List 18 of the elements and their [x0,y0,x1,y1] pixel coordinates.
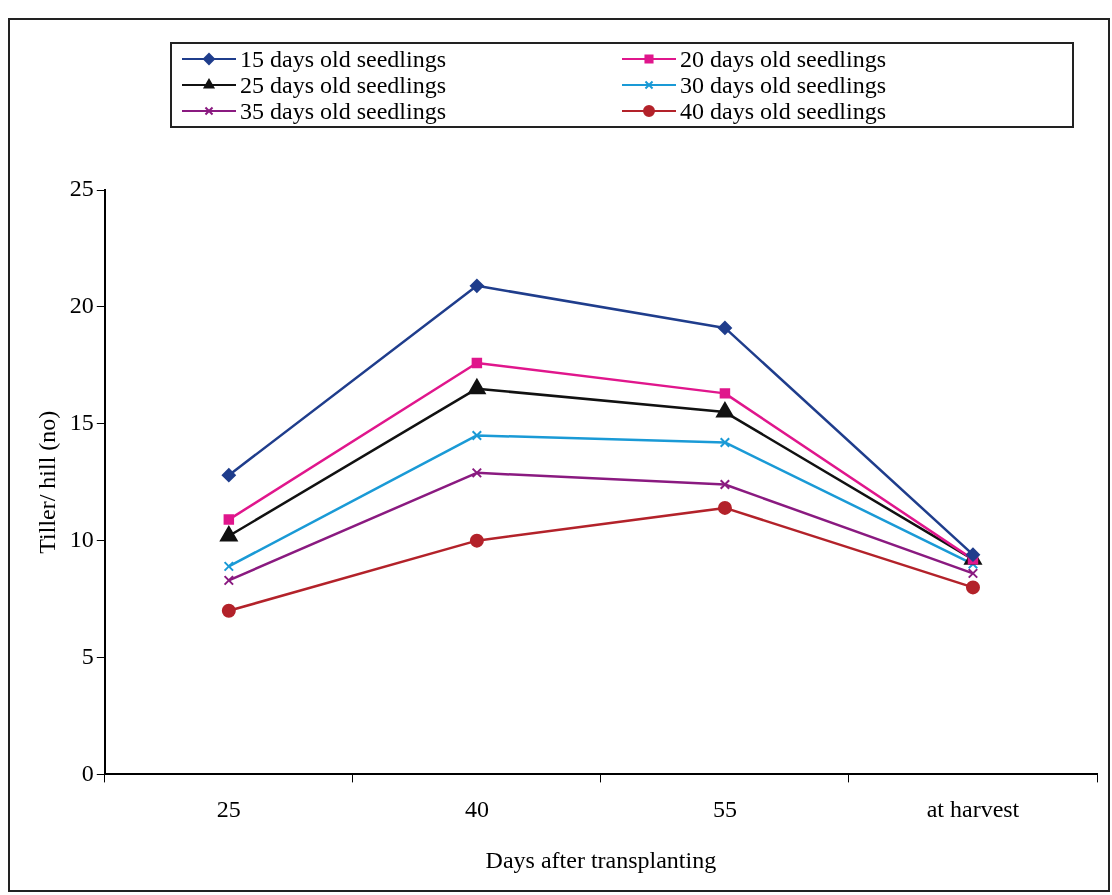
x-tick-label: 40 [464,796,489,823]
x-tick-label: at harvest [926,796,1020,823]
y-tick-label: 15 [69,409,94,436]
x-axis-title: Days after transplanting [485,846,717,873]
y-tick-label: 5 [81,642,94,669]
y-axis-title: Tiller/ hill (no) [33,410,60,554]
x-tick-label: 25 [216,796,241,823]
legend-label: 20 days old seedlings [680,46,886,72]
y-tick-label: 10 [69,525,94,552]
y-tick-label: 20 [69,292,94,319]
y-tick-label: 25 [69,175,94,202]
y-tick-label: 0 [81,759,94,786]
legend-label: 25 days old seedlings [240,72,446,98]
legend-label: 30 days old seedlings [680,72,886,98]
legend-label: 15 days old seedlings [240,46,446,72]
legend-label: 35 days old seedlings [240,98,446,124]
legend-label: 40 days old seedlings [680,98,886,124]
x-tick-label: 55 [712,796,737,823]
